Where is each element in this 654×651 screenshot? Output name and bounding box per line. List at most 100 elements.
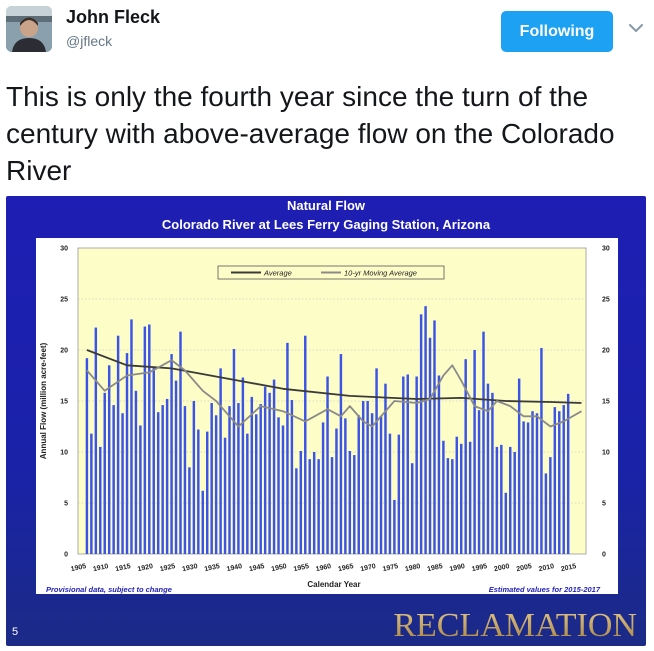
moving-average-line bbox=[86, 359, 582, 428]
bar bbox=[99, 446, 102, 554]
bar bbox=[259, 404, 262, 554]
bar bbox=[433, 320, 436, 554]
bar bbox=[206, 431, 209, 554]
bar bbox=[415, 376, 418, 554]
bar bbox=[379, 416, 383, 554]
bar bbox=[125, 353, 129, 554]
bar bbox=[170, 354, 173, 554]
bar bbox=[263, 386, 267, 554]
bar bbox=[540, 347, 543, 554]
x-tick-label: 1930 bbox=[182, 563, 199, 573]
bar bbox=[295, 468, 298, 554]
bar bbox=[103, 392, 106, 554]
bars bbox=[85, 306, 570, 554]
bar bbox=[558, 411, 561, 554]
bar bbox=[366, 401, 369, 554]
bar bbox=[482, 331, 485, 554]
x-tick-label: 1960 bbox=[315, 563, 332, 573]
bar bbox=[566, 393, 570, 554]
bar bbox=[402, 376, 405, 554]
bar bbox=[397, 434, 401, 554]
following-button[interactable]: Following bbox=[501, 11, 613, 52]
chart-title: Natural Flow bbox=[287, 198, 366, 213]
bar bbox=[451, 459, 454, 554]
bar bbox=[134, 390, 138, 554]
y-axis-left: 0 5 10 15 20 25 30 bbox=[60, 246, 68, 559]
bar bbox=[210, 403, 213, 554]
bar bbox=[237, 403, 240, 554]
bar bbox=[165, 398, 169, 554]
bar bbox=[152, 367, 155, 554]
attached-slide-image[interactable]: Natural Flow Colorado River at Lees Ferr… bbox=[6, 196, 646, 646]
x-tick-label: 2015 bbox=[560, 563, 577, 573]
avatar-photo bbox=[6, 6, 52, 52]
x-tick-label: 2000 bbox=[494, 563, 511, 573]
bar bbox=[161, 405, 164, 554]
y-axis-label: Annual Flow (million acre-feet) bbox=[39, 342, 48, 459]
y-tick-label: 25 bbox=[60, 297, 68, 304]
bar bbox=[214, 415, 218, 554]
bar bbox=[183, 406, 187, 554]
x-tick-label: 1905 bbox=[70, 563, 87, 573]
series-lines bbox=[86, 349, 582, 428]
x-tick-label: 1990 bbox=[449, 563, 466, 573]
bar bbox=[406, 374, 409, 554]
bar bbox=[130, 319, 133, 554]
bar bbox=[339, 354, 343, 554]
x-tick-label: 1950 bbox=[271, 563, 288, 573]
x-tick-label: 1920 bbox=[137, 563, 154, 573]
bar bbox=[549, 457, 552, 554]
bar bbox=[90, 433, 93, 554]
bar bbox=[535, 413, 539, 554]
bar bbox=[544, 473, 548, 554]
avatar[interactable] bbox=[6, 6, 52, 52]
bar bbox=[553, 407, 557, 554]
user-name[interactable]: John Fleck bbox=[66, 7, 161, 27]
bar bbox=[513, 452, 516, 554]
bar bbox=[468, 441, 472, 554]
bar bbox=[388, 433, 392, 554]
bar bbox=[156, 412, 160, 554]
bar bbox=[272, 379, 276, 554]
x-tick-label: 1945 bbox=[248, 563, 265, 573]
y-tick-label: 10 bbox=[60, 450, 68, 457]
x-tick-label: 1980 bbox=[404, 563, 421, 573]
bar bbox=[85, 358, 89, 554]
user-handle[interactable]: @jfleck bbox=[66, 33, 113, 49]
bar bbox=[419, 314, 423, 554]
bar bbox=[562, 405, 565, 554]
x-tick-label: 1975 bbox=[382, 563, 399, 573]
legend-average-label: Average bbox=[263, 269, 292, 278]
x-tick-label: 1910 bbox=[92, 563, 109, 573]
bar bbox=[437, 375, 441, 554]
bar bbox=[473, 350, 476, 554]
bar bbox=[477, 410, 481, 554]
bar bbox=[384, 383, 387, 554]
bar bbox=[197, 429, 200, 554]
y-tick-label-right: 10 bbox=[602, 450, 610, 457]
bar bbox=[509, 446, 512, 554]
bar bbox=[353, 455, 356, 554]
bar bbox=[223, 437, 227, 554]
x-tick-label: 1995 bbox=[471, 563, 488, 573]
footnote-provisional: Provisional data, subject to change bbox=[46, 585, 172, 594]
x-tick-label: 1970 bbox=[360, 563, 377, 573]
bar bbox=[517, 378, 521, 554]
slide-number: 5 bbox=[12, 626, 18, 638]
chevron-down-icon[interactable] bbox=[628, 22, 644, 34]
y-tick-label: 30 bbox=[60, 246, 68, 253]
bar bbox=[410, 463, 414, 554]
bar bbox=[268, 392, 271, 554]
bar bbox=[201, 490, 204, 554]
bar bbox=[107, 365, 111, 554]
bar bbox=[446, 458, 450, 554]
bar bbox=[148, 324, 151, 554]
bar bbox=[121, 413, 124, 554]
x-tick-label: 1925 bbox=[159, 563, 176, 573]
y-tick-label-right: 5 bbox=[602, 501, 606, 508]
bar bbox=[228, 406, 231, 554]
bar bbox=[277, 417, 280, 554]
bar bbox=[143, 326, 147, 554]
bar bbox=[94, 327, 98, 554]
legend: Average 10-yr Moving Average bbox=[217, 265, 445, 280]
